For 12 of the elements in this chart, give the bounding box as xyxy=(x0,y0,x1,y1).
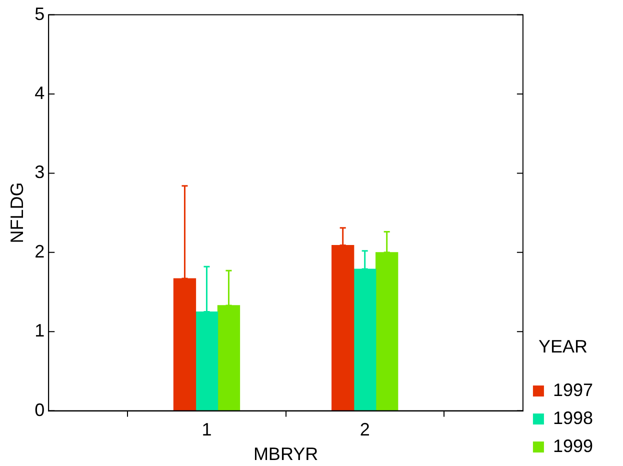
legend-label: 1997 xyxy=(552,380,594,400)
y-tick-label: 5 xyxy=(34,4,45,24)
y-axis-title: NFLDG xyxy=(6,182,27,244)
y-tick-label: 0 xyxy=(34,400,45,420)
y-tick-label: 2 xyxy=(34,241,45,262)
legend-title: YEAR xyxy=(538,336,588,356)
x-axis-title: MBRYR xyxy=(253,444,318,464)
legend-label: 1998 xyxy=(552,408,594,428)
y-tick-label: 1 xyxy=(34,320,45,341)
y-tick-label: 3 xyxy=(34,162,45,182)
legend-label: 1999 xyxy=(552,436,594,456)
y-tick-label: 4 xyxy=(34,82,45,103)
